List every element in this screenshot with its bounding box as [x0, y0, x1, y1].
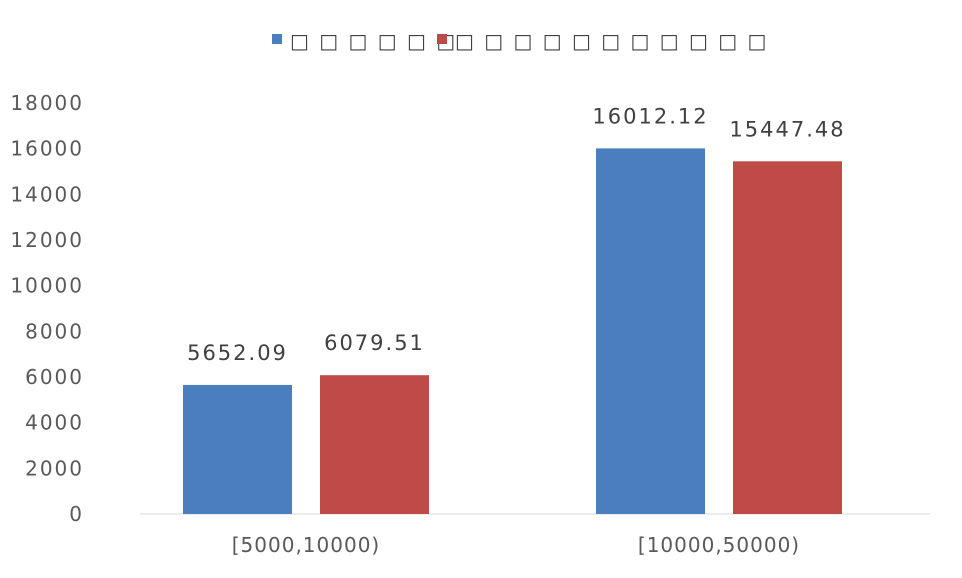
y-tick-label: 14000 [10, 182, 84, 206]
x-tick-label: [5000,10000) [232, 533, 380, 557]
x-tick-label: [10000,50000) [638, 533, 800, 557]
y-tick-label: 18000 [10, 91, 84, 115]
bars [183, 148, 842, 515]
y-tick-label: 16000 [10, 137, 84, 161]
x-axis-ticks: [5000,10000) [10000,50000) [232, 533, 800, 557]
y-tick-label: 4000 [25, 411, 84, 435]
legend: □ □ □ □ □ □□ □ □ □ □ □ □ □ □ □ □ [272, 29, 768, 53]
bar-series-1-1 [183, 384, 292, 514]
bar-series-1-2 [596, 148, 705, 514]
data-labels: 5652.09 16012.12 6079.51 15447.48 [187, 104, 845, 365]
bar-series-2-2 [733, 161, 842, 515]
legend-swatch-1 [272, 34, 282, 44]
data-label: 5652.09 [187, 341, 288, 365]
legend-swatch-2 [437, 34, 447, 44]
data-label: 6079.51 [324, 331, 425, 355]
y-tick-label: 2000 [25, 456, 84, 480]
y-tick-label: 10000 [10, 274, 84, 298]
y-axis-ticks: 0 2000 4000 6000 8000 10000 12000 14000 16000 180… [10, 91, 84, 526]
y-tick-label: 8000 [25, 319, 84, 343]
bar-series-2-1 [320, 375, 429, 514]
y-tick-label: 0 [69, 502, 84, 526]
legend-label-2: □ □ □ □ □ □ □ □ □ □ □ [455, 29, 768, 53]
data-label: 16012.12 [592, 104, 708, 128]
y-tick-label: 12000 [10, 228, 84, 252]
data-label: 15447.48 [729, 117, 845, 141]
legend-label-1: □ □ □ □ □ □ [290, 29, 457, 53]
y-tick-label: 6000 [25, 365, 84, 389]
